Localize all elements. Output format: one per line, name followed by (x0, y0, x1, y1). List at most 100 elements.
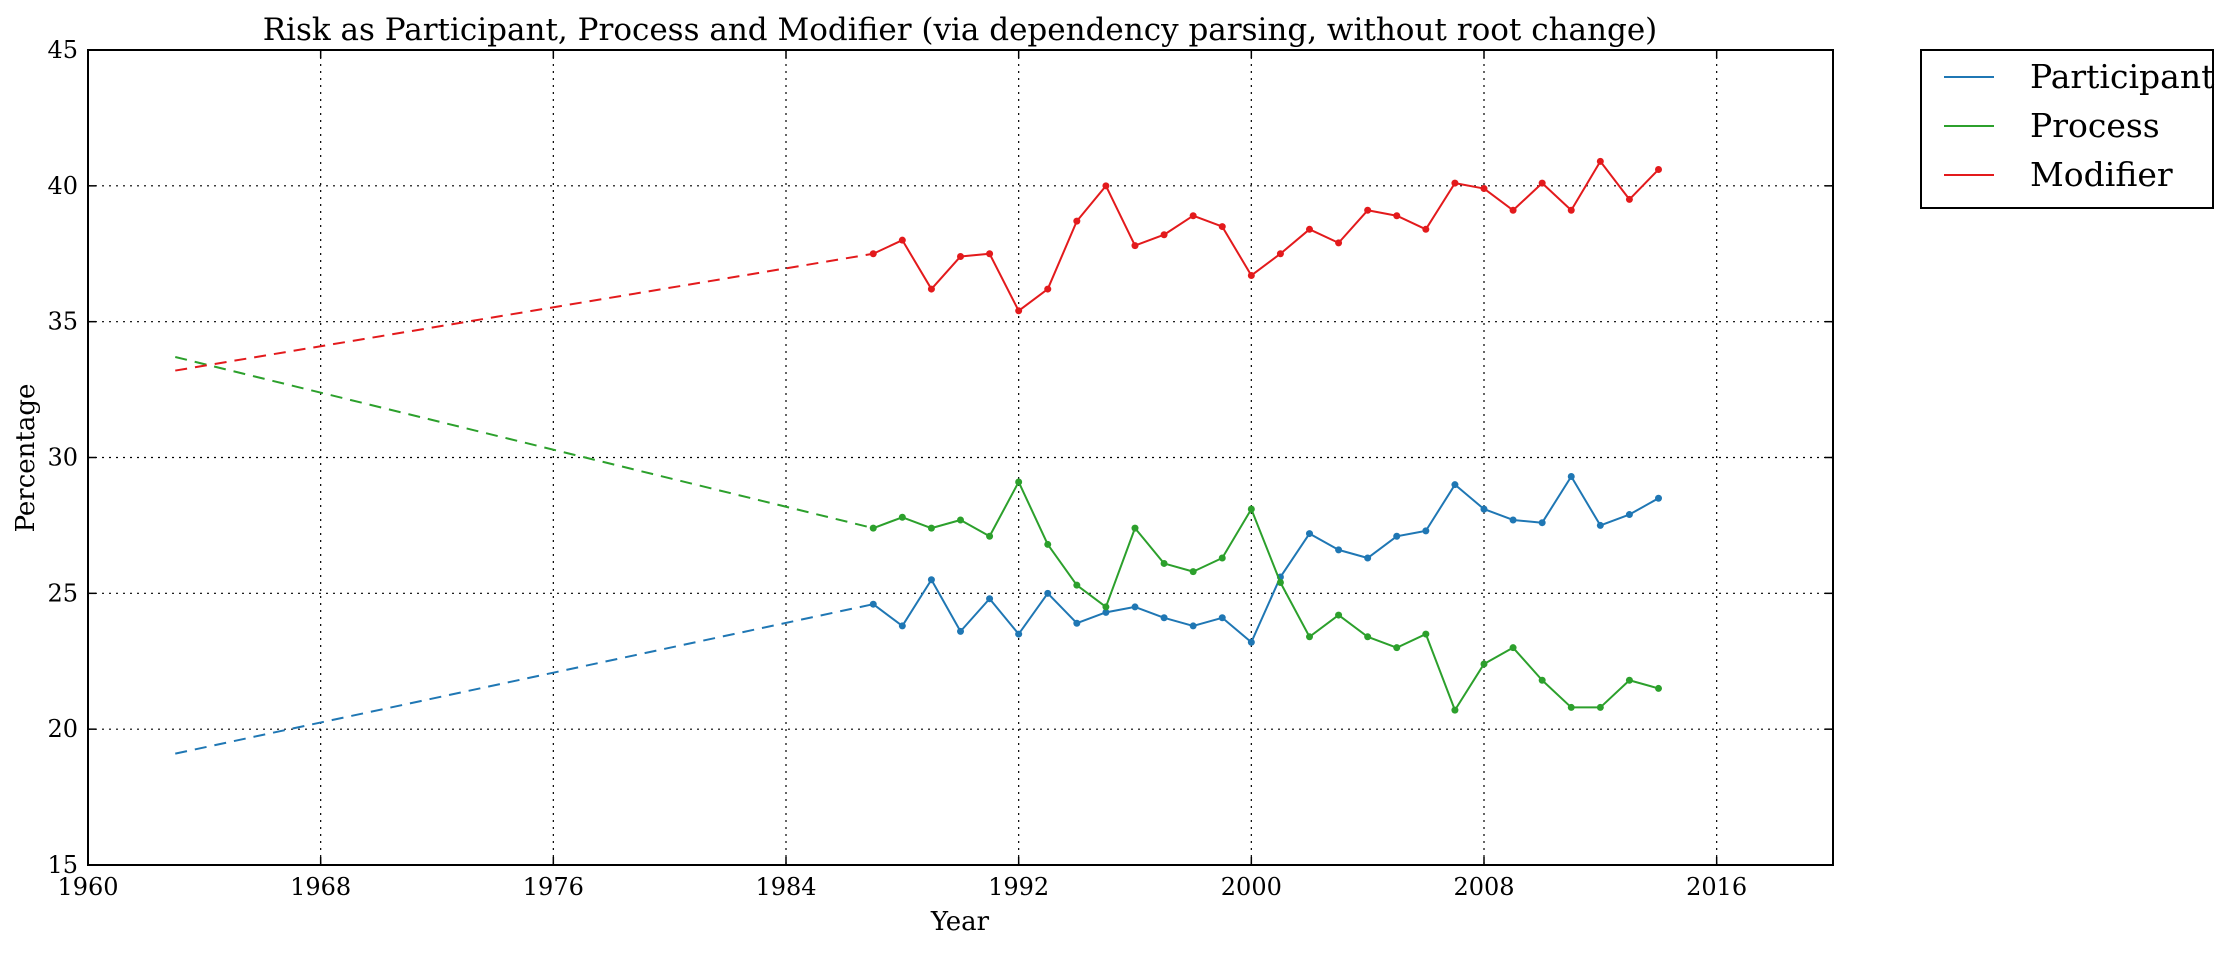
data-point-modifier (1422, 225, 1430, 233)
x-tick-label: 1992 (988, 873, 1049, 901)
data-point-modifier (1247, 271, 1255, 279)
data-point-participant (1189, 622, 1197, 630)
series-line-participant (872, 475, 1659, 644)
data-point-process (1567, 703, 1575, 711)
x-tick-label: 2008 (1453, 873, 1514, 901)
data-point-process (869, 524, 877, 532)
data-point-modifier (1538, 179, 1546, 187)
data-point-modifier (1276, 250, 1284, 258)
data-point-process (1335, 611, 1343, 619)
data-point-modifier (1160, 231, 1168, 239)
data-point-participant (1364, 554, 1372, 562)
data-point-process (1015, 478, 1023, 486)
data-point-process (1073, 581, 1081, 589)
y-tick-label: 15 (47, 851, 78, 879)
y-tick-label: 40 (47, 172, 78, 200)
data-point-modifier (1596, 157, 1604, 165)
data-point-participant (1160, 614, 1168, 622)
data-point-process (1102, 603, 1110, 611)
data-point-process (1189, 568, 1197, 576)
y-axis-label: Percentage (11, 384, 41, 533)
x-axis-label: Year (930, 907, 990, 937)
data-point-process (986, 532, 994, 540)
data-point-modifier (1218, 223, 1226, 231)
data-point-process (1480, 660, 1488, 668)
data-point-process (1538, 676, 1546, 684)
axis-ticks: 1960 1968 1976 1984 1992 2000 2008 2016 15 20 25 30… (47, 36, 1833, 901)
data-point-modifier (957, 252, 964, 260)
data-point-modifier (1306, 225, 1313, 233)
data-point-modifier (927, 285, 935, 293)
series-trend-modifier (175, 252, 874, 372)
data-point-participant (1015, 630, 1023, 638)
data-point-participant (898, 622, 906, 630)
data-point-process (1509, 644, 1517, 652)
data-point-modifier (869, 250, 877, 258)
data-point-process (1625, 676, 1633, 684)
data-point-participant (1102, 608, 1110, 616)
data-point-process (957, 516, 964, 524)
x-tick-label: 2016 (1686, 873, 1747, 901)
y-tick-label: 20 (47, 715, 78, 743)
data-point-process (1655, 684, 1662, 692)
x-tick-label: 1984 (755, 873, 816, 901)
data-point-participant (1625, 511, 1633, 519)
data-point-modifier (1015, 307, 1023, 315)
data-point-participant (1044, 589, 1052, 597)
data-point-process (1364, 633, 1372, 641)
data-point-participant (1335, 546, 1343, 554)
data-point-participant (1509, 516, 1517, 524)
y-tick-label: 25 (47, 579, 78, 607)
data-point-participant (927, 576, 935, 584)
data-point-modifier (1509, 206, 1517, 214)
data-point-modifier (1655, 166, 1662, 174)
series-trend-process (175, 356, 874, 530)
legend: Participant Process Modifier (1920, 49, 2214, 209)
data-point-process (1131, 524, 1139, 532)
data-point-process (1247, 505, 1255, 513)
data-point-process (898, 513, 906, 521)
data-point-participant (1451, 481, 1459, 489)
data-point-participant (1247, 638, 1255, 646)
data-point-participant (1567, 473, 1575, 481)
x-tick-label: 1960 (57, 873, 118, 901)
y-tick-label: 30 (47, 444, 78, 472)
data-point-modifier (1102, 182, 1110, 190)
chart-title: Risk as Participant, Process and Modifie… (263, 12, 1658, 48)
x-tick-label: 1968 (290, 873, 351, 901)
data-point-participant (1480, 505, 1488, 513)
legend-label-modifier: Modifier (2030, 155, 2173, 194)
data-point-participant (1073, 619, 1081, 627)
data-point-process (1596, 703, 1604, 711)
data-point-process (1422, 630, 1430, 638)
data-point-participant (1131, 603, 1139, 611)
data-point-process (927, 524, 935, 532)
data-point-participant (1422, 527, 1430, 535)
data-point-modifier (1480, 185, 1488, 193)
data-point-modifier (1073, 217, 1081, 225)
series-layer (175, 157, 1662, 755)
data-point-modifier (1364, 206, 1372, 214)
grid (88, 50, 1833, 865)
data-point-participant (1596, 521, 1604, 529)
data-point-modifier (1044, 285, 1052, 293)
data-point-process (1306, 633, 1313, 641)
data-point-participant (1538, 519, 1546, 527)
data-point-process (1218, 554, 1226, 562)
data-point-process (1160, 559, 1168, 567)
data-point-participant (957, 627, 964, 635)
data-point-modifier (1625, 195, 1633, 203)
data-point-modifier (1131, 242, 1139, 250)
y-tick-label: 45 (47, 36, 78, 64)
data-point-modifier (1335, 239, 1343, 247)
data-point-modifier (1189, 212, 1197, 220)
data-point-modifier (1567, 206, 1575, 214)
data-point-modifier (1393, 212, 1401, 220)
plot-frame (87, 49, 1834, 866)
x-tick-label: 1976 (523, 873, 584, 901)
data-point-modifier (898, 236, 906, 244)
series-line-process (872, 480, 1659, 712)
data-point-modifier (986, 250, 994, 258)
data-point-process (1393, 644, 1401, 652)
